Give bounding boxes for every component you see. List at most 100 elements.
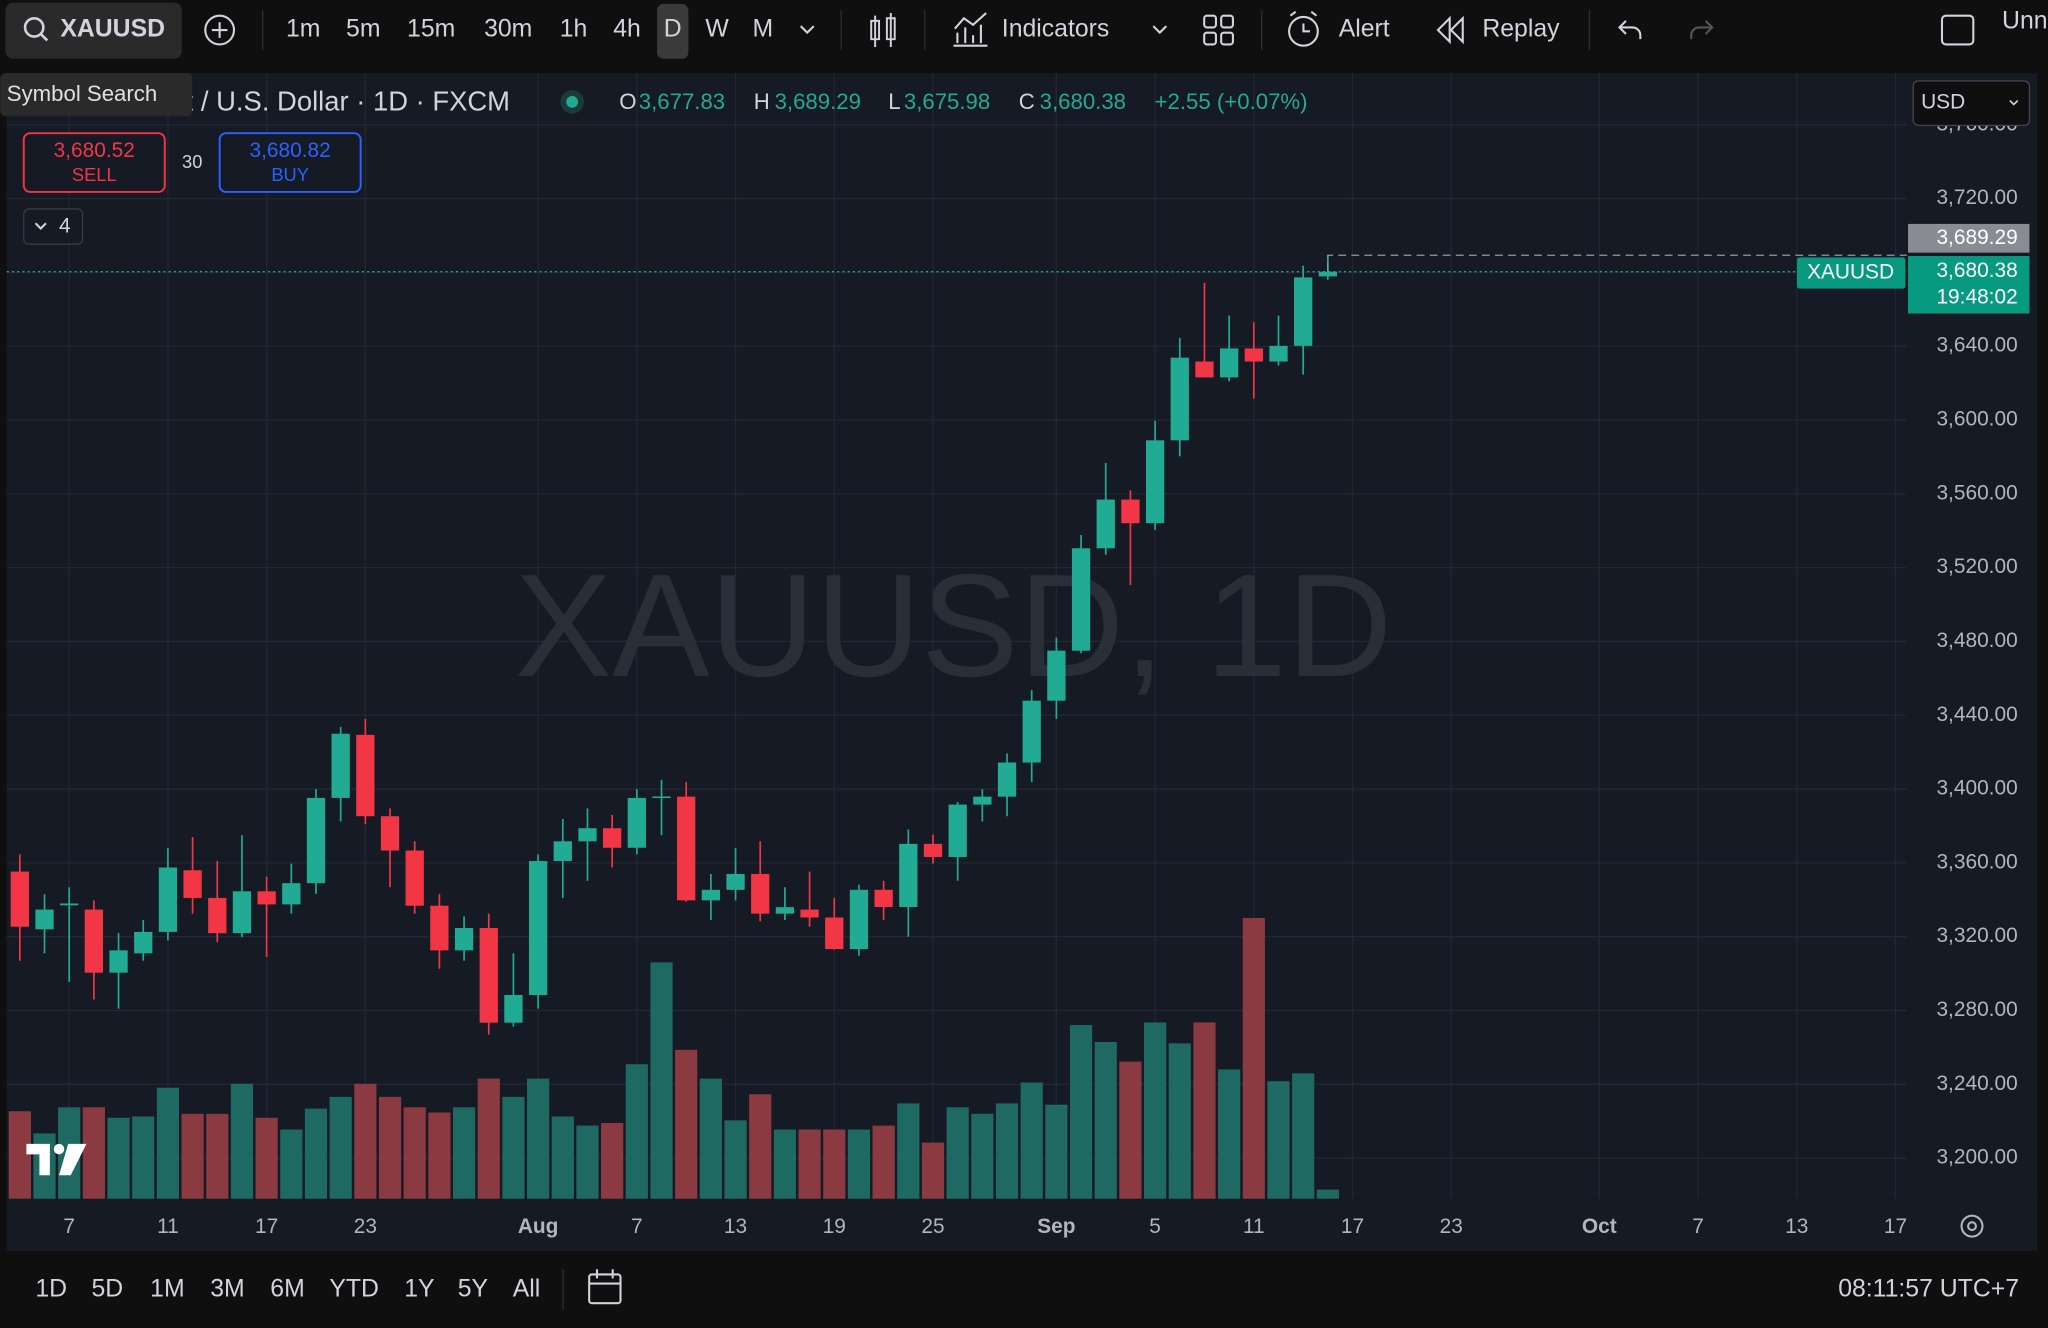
- market-status: [566, 95, 579, 108]
- candle-body: [1195, 361, 1214, 378]
- volume-bar: [132, 1116, 155, 1199]
- ohlc-open: 3,677.83: [639, 89, 725, 114]
- candle-body: [775, 907, 795, 914]
- volume-bar: [206, 1113, 229, 1199]
- replay-button[interactable]: Replay: [1482, 16, 1560, 43]
- candle-body: [405, 850, 424, 906]
- y-tick-label: 3,720.00: [1936, 186, 2017, 209]
- candle-body: [751, 873, 770, 914]
- x-tick-label: Aug: [518, 1215, 559, 1238]
- volume-bar: [823, 1129, 846, 1199]
- candle-body: [1220, 348, 1239, 378]
- volume-bar: [452, 1107, 476, 1199]
- interval[interactable]: 4h: [613, 16, 641, 43]
- interval-dropdown[interactable]: [799, 25, 815, 35]
- chart-type-button[interactable]: [870, 13, 896, 48]
- interval[interactable]: 1m: [286, 16, 320, 43]
- settings-button[interactable]: [1960, 1214, 1984, 1238]
- volume-bar: [576, 1125, 599, 1199]
- buy-price: 3,680.82: [250, 139, 331, 162]
- redo-button[interactable]: [1690, 20, 1714, 40]
- candle-body: [232, 891, 252, 934]
- symbol[interactable]: XAUUSD: [60, 16, 165, 43]
- volume-bar: [378, 1096, 402, 1199]
- interval[interactable]: W: [705, 16, 729, 43]
- candle-body: [331, 733, 350, 798]
- goto-date-button[interactable]: [588, 1269, 622, 1305]
- settings-icon: [1967, 1221, 1977, 1232]
- high-label-bg: [1908, 223, 2030, 253]
- volume-bar: [8, 1111, 31, 1199]
- tooltip-text: Symbol Search: [7, 81, 157, 106]
- high-line: [1327, 254, 1907, 271]
- interval[interactable]: 5m: [346, 16, 380, 43]
- volume-bar: [1218, 1069, 1241, 1199]
- volume-bar: [1316, 1189, 1339, 1199]
- currency-select[interactable]: [1912, 80, 2031, 127]
- indicators-button[interactable]: Indicators: [1002, 16, 1110, 43]
- y-tick-label: 3,320.00: [1936, 924, 2017, 947]
- tooltip: [0, 73, 193, 117]
- x-tick-label: 11: [157, 1215, 179, 1238]
- volume-bar: [329, 1096, 352, 1199]
- x-tick-label: 17: [1884, 1215, 1907, 1238]
- tv-logo: [26, 1143, 87, 1176]
- volume-bar: [527, 1078, 550, 1199]
- volume-bar: [304, 1108, 328, 1199]
- indicators-count: 4: [59, 215, 71, 238]
- alert-button[interactable]: Alert: [1339, 16, 1390, 43]
- volume-bar: [107, 1117, 130, 1199]
- range-button[interactable]: 1Y: [404, 1276, 434, 1303]
- interval[interactable]: 30m: [484, 16, 532, 43]
- ohlc-key: H: [754, 89, 770, 114]
- sell-price: 3,680.52: [54, 139, 135, 162]
- last-price-bg: [1908, 256, 2030, 314]
- range-button[interactable]: 1D: [35, 1276, 67, 1303]
- candle-body: [356, 734, 375, 817]
- compare-button[interactable]: [204, 14, 236, 46]
- volume-bar: [675, 1049, 698, 1199]
- layout-name[interactable]: Unn: [2002, 8, 2047, 35]
- range-button[interactable]: 5D: [91, 1276, 123, 1303]
- volume-bar: [354, 1083, 377, 1199]
- range-button[interactable]: 5Y: [458, 1276, 488, 1303]
- candle-body: [35, 909, 54, 930]
- x-tick-label: 13: [724, 1215, 747, 1238]
- candle-body: [84, 909, 104, 973]
- volume-bar: [971, 1113, 994, 1199]
- volume-bar: [946, 1107, 969, 1199]
- templates-button[interactable]: [1203, 14, 1234, 46]
- range-button[interactable]: YTD: [329, 1276, 379, 1303]
- candle-body: [1170, 357, 1189, 441]
- volume-bar: [773, 1129, 797, 1199]
- volume-bar: [1069, 1025, 1093, 1199]
- range-button[interactable]: 1M: [150, 1276, 184, 1303]
- interval[interactable]: M: [753, 16, 774, 43]
- symbol-button[interactable]: [5, 2, 182, 59]
- x-tick-label: 13: [1785, 1215, 1808, 1238]
- interval[interactable]: D: [664, 16, 682, 43]
- range-button[interactable]: All: [513, 1276, 541, 1303]
- undo-button[interactable]: [1617, 20, 1642, 40]
- ohlc-key: L: [888, 89, 900, 114]
- volume-bar: [551, 1116, 574, 1199]
- volume-bar: [1020, 1082, 1043, 1199]
- sell-button[interactable]: [22, 132, 166, 193]
- range-button[interactable]: 6M: [270, 1276, 304, 1303]
- buy-button[interactable]: [218, 132, 362, 193]
- range-button[interactable]: 3M: [210, 1276, 244, 1303]
- interval[interactable]: 1h: [560, 16, 588, 43]
- volume-bar: [897, 1103, 920, 1199]
- candle-body: [109, 950, 128, 973]
- y-tick-label: 3,520.00: [1936, 555, 2017, 578]
- volume-bar: [699, 1078, 722, 1199]
- volume-bar: [1168, 1043, 1191, 1199]
- candle-body: [504, 995, 523, 1023]
- volume-bar: [156, 1087, 180, 1199]
- indicators-dropdown[interactable]: [1152, 25, 1168, 35]
- interval[interactable]: 15m: [407, 16, 455, 43]
- candle-body: [1244, 348, 1263, 362]
- indicators-collapse[interactable]: [23, 208, 84, 245]
- fullscreen-button[interactable]: [1940, 14, 1975, 46]
